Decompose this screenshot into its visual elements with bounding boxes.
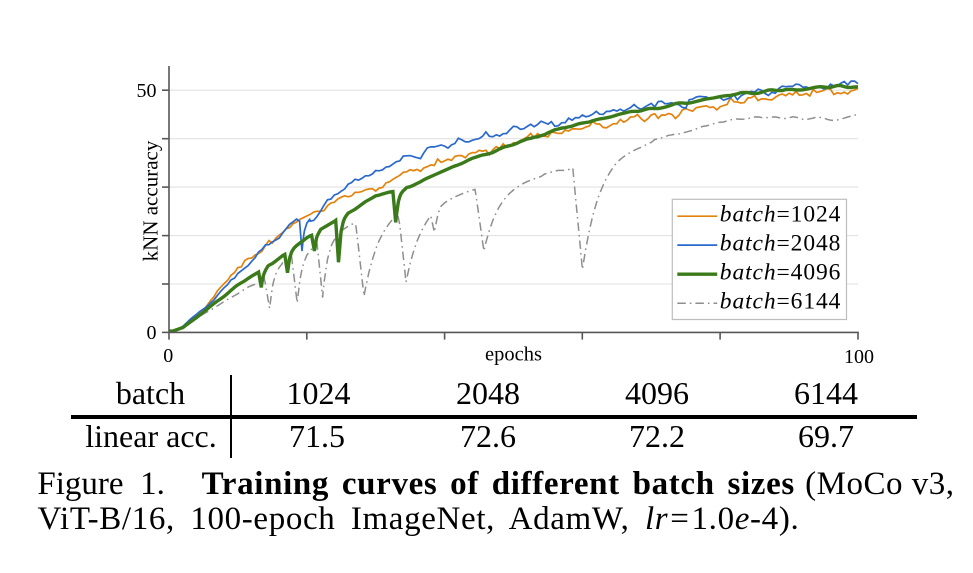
svg-text:batch=2048: batch=2048 — [720, 230, 841, 256]
svg-text:50: 50 — [137, 80, 157, 102]
svg-text:batch=1024: batch=1024 — [720, 202, 841, 228]
svg-text:100: 100 — [844, 346, 874, 368]
svg-text:epochs: epochs — [485, 344, 542, 366]
svg-text:batch=4096: batch=4096 — [720, 260, 841, 286]
svg-text:0: 0 — [147, 322, 157, 344]
svg-text:batch=6144: batch=6144 — [720, 289, 841, 315]
svg-text:kNN accuracy: kNN accuracy — [138, 140, 162, 261]
svg-text:0: 0 — [163, 345, 173, 367]
